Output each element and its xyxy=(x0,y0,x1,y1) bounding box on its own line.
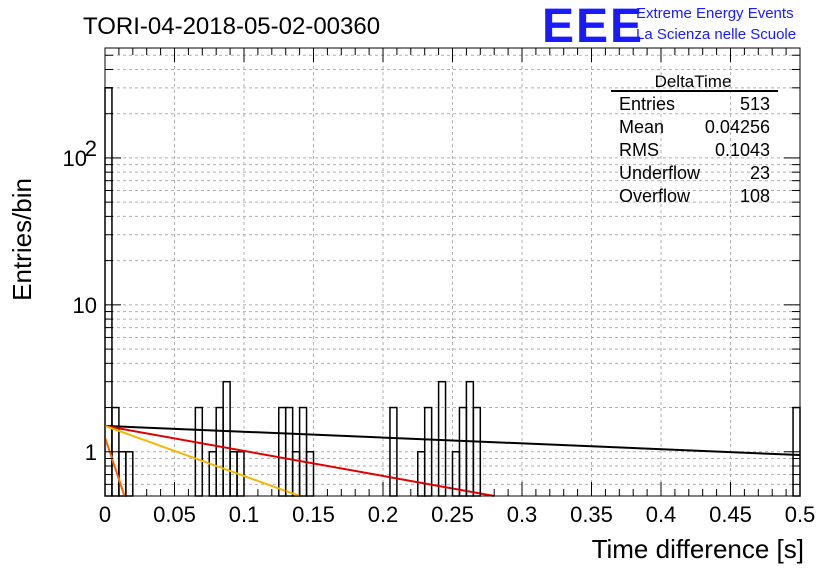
stats-box: DeltaTime Entries 513 Mean 0.04256 RMS 0… xyxy=(611,72,778,206)
x-tick-label: 0.15 xyxy=(292,502,335,527)
x-tick-label: 0.05 xyxy=(153,502,196,527)
x-tick-label: 0.2 xyxy=(368,502,399,527)
stats-value-entries: 513 xyxy=(740,94,770,114)
fit-line xyxy=(104,437,126,497)
stats-label-overflow: Overflow xyxy=(619,186,691,206)
x-tick-labels: 0 0.05 0.1 0.15 0.2 0.25 0.3 0.35 0.4 0.45 0.5 xyxy=(99,502,815,527)
stats-label-entries: Entries xyxy=(619,94,675,114)
fit-line xyxy=(104,424,495,497)
histogram-bar xyxy=(437,380,447,497)
stats-value-underflow: 23 xyxy=(750,163,770,183)
y-axis-title: Entries/bin xyxy=(7,178,37,301)
eee-logo-line2: La Scienza nelle Scuole xyxy=(636,26,796,43)
eee-logo: EEE xyxy=(542,0,644,53)
fit-lines xyxy=(104,424,801,497)
x-tick-label: 0.1 xyxy=(229,502,260,527)
x-tick-label: 0.4 xyxy=(646,502,677,527)
stats-label-mean: Mean xyxy=(619,117,664,137)
y-tick-label-exponent: 2 xyxy=(85,136,97,161)
x-tick-label: 0.25 xyxy=(431,502,474,527)
histogram-bar xyxy=(222,380,231,497)
fit-line xyxy=(104,424,801,457)
fit-line xyxy=(104,424,300,497)
chart-title: TORI-04-2018-05-02-00360 xyxy=(83,13,380,40)
stats-label-underflow: Underflow xyxy=(619,163,701,183)
x-axis-title: Time difference [s] xyxy=(592,534,804,564)
y-tick-label: 10 xyxy=(63,146,87,171)
grid-lines xyxy=(105,48,800,497)
stats-value-overflow: 108 xyxy=(740,186,770,206)
histogram-bar xyxy=(104,87,113,497)
x-tick-label: 0.5 xyxy=(785,502,816,527)
axis-ticks xyxy=(104,48,801,497)
y-tick-label: 10 xyxy=(73,293,97,318)
eee-logo-line1: Extreme Energy Events xyxy=(636,5,794,22)
x-tick-label: 0.35 xyxy=(570,502,613,527)
stats-label-rms: RMS xyxy=(619,140,659,160)
x-tick-label: 0.45 xyxy=(709,502,752,527)
histogram-bar xyxy=(465,380,475,497)
stats-value-rms: 0.1043 xyxy=(715,140,770,160)
stats-title: DeltaTime xyxy=(655,72,732,91)
stats-value-mean: 0.04256 xyxy=(705,117,770,137)
x-tick-label: 0.3 xyxy=(507,502,538,527)
y-tick-label: 1 xyxy=(85,440,97,465)
x-tick-label: 0 xyxy=(99,502,111,527)
